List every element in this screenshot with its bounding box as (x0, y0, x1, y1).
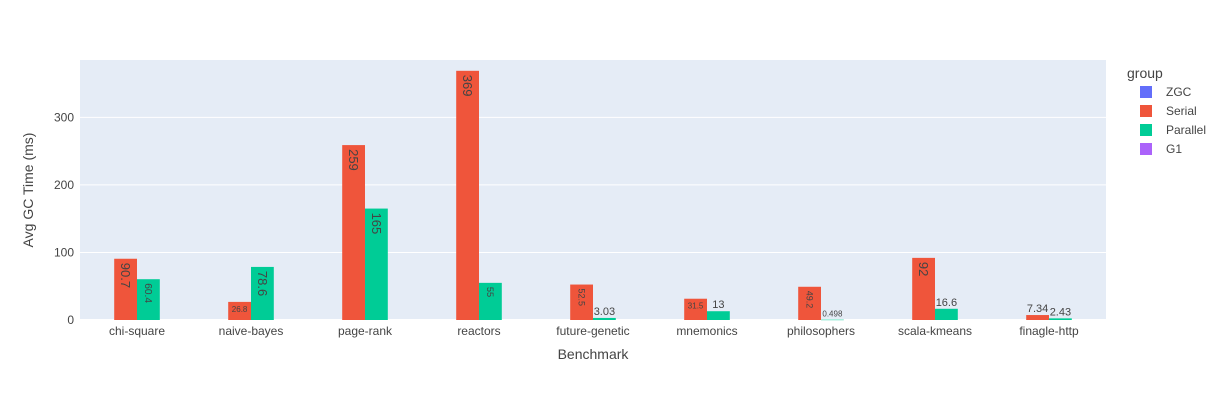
y-axis-title: Avg GC Time (ms) (20, 133, 36, 248)
legend-swatch (1140, 105, 1152, 117)
y-tick-label: 200 (54, 178, 74, 192)
bar-data-label: 165 (369, 213, 384, 235)
legend-label: Serial (1166, 104, 1197, 118)
x-tick-label: mnemonics (676, 324, 737, 338)
bar-data-label: 60.4 (142, 283, 153, 303)
x-tick-label: chi-square (109, 324, 165, 338)
bar-data-label: 369 (460, 75, 475, 97)
bar (456, 70, 479, 320)
bar-data-label: 16.6 (936, 297, 957, 309)
x-tick-label: naive-bayes (219, 324, 284, 338)
bar-data-label: 78.6 (255, 271, 270, 296)
legend-item[interactable]: G1 (1140, 142, 1182, 156)
legend-item[interactable]: Serial (1140, 104, 1197, 118)
bar (1026, 315, 1049, 320)
y-tick-label: 300 (54, 110, 74, 124)
bar-labels: 90.7 60.4 26.8 78.6 259 165 369 55 52.5 3.03 31.5 1… (118, 75, 1071, 319)
y-tick-label: 0 (67, 313, 74, 327)
bar (570, 284, 593, 320)
bar (798, 286, 821, 320)
bar-data-label: 52.5 (576, 289, 586, 307)
bar (114, 258, 137, 320)
legend-item[interactable]: Parallel (1140, 123, 1206, 137)
bar (479, 282, 502, 320)
bar-data-label: 90.7 (118, 263, 133, 288)
bar (228, 301, 251, 320)
legend-label: Parallel (1166, 123, 1206, 137)
bar-data-label: 7.34 (1027, 303, 1048, 315)
bar (707, 311, 730, 320)
bar (684, 298, 707, 320)
bar (935, 308, 958, 320)
x-tick-label: reactors (457, 324, 500, 338)
plot-background (80, 60, 1106, 320)
legend-swatch (1140, 86, 1152, 98)
legend: group ZGC Serial Parallel G1 (1127, 65, 1206, 156)
bar-data-label: 13 (712, 299, 724, 311)
legend-item[interactable]: ZGC (1140, 85, 1192, 99)
x-tick-label: page-rank (338, 324, 393, 338)
bar-data-label: 92 (916, 262, 931, 276)
bar (342, 145, 365, 320)
bar (912, 257, 935, 320)
bar (137, 279, 160, 320)
x-tick-label: finagle-http (1019, 324, 1079, 338)
bar-data-label: 0.498 (822, 310, 843, 319)
bar (1049, 318, 1072, 320)
bar-data-label: 49.2 (804, 291, 814, 309)
bar-data-label: 2.43 (1050, 306, 1071, 318)
x-tick-label: future-genetic (556, 324, 629, 338)
bar (593, 317, 616, 320)
bar (821, 319, 844, 321)
bar (365, 208, 388, 320)
y-axis-ticks: 0 100 200 300 (54, 110, 74, 327)
legend-swatch (1140, 124, 1152, 136)
x-tick-label: scala-kmeans (898, 324, 972, 338)
legend-label: ZGC (1166, 85, 1192, 99)
bars (114, 70, 1072, 321)
x-axis-ticks: chi-square naive-bayes page-rank reactors fu… (109, 324, 1079, 338)
y-tick-label: 100 (54, 245, 74, 259)
x-axis-title: Benchmark (558, 346, 630, 362)
bar-data-label: 26.8 (232, 305, 248, 314)
x-tick-label: philosophers (787, 324, 855, 338)
bar-data-label: 55 (485, 287, 495, 297)
bar (251, 266, 274, 320)
legend-title: group (1127, 65, 1163, 81)
legend-swatch (1140, 143, 1152, 155)
legend-label: G1 (1166, 142, 1182, 156)
bar-data-label: 3.03 (594, 306, 615, 318)
bar-data-label: 259 (346, 149, 361, 171)
bar-data-label: 31.5 (688, 302, 704, 311)
